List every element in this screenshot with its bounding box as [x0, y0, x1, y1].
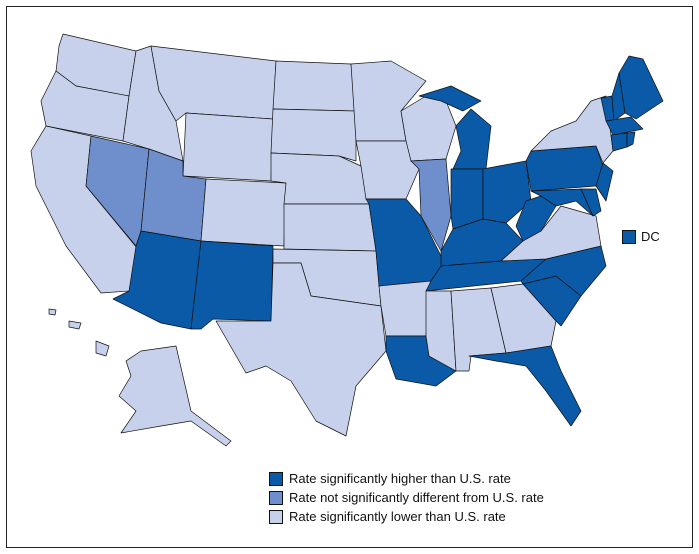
state-fl [468, 345, 582, 427]
state-mi [452, 108, 492, 170]
legend-label: Rate significantly lower than U.S. rate [289, 509, 506, 524]
state-ga [490, 283, 557, 354]
legend-swatch [269, 471, 283, 486]
dc-label: DC [641, 229, 660, 244]
legend-label: Rate not significantly different from U.… [289, 490, 544, 505]
state-ny [530, 95, 614, 164]
state-oh [482, 160, 532, 224]
state-hi-3 [48, 308, 57, 316]
legend-label: Rate significantly higher than U.S. rate [289, 471, 511, 486]
state-co [200, 178, 287, 247]
state-de [580, 188, 602, 217]
legend-item-lower: Rate significantly lower than U.S. rate [269, 507, 544, 526]
map-frame: DC Rate significantly higher than U.S. r… [6, 6, 693, 548]
state-me [618, 55, 664, 120]
state-pa [525, 145, 604, 192]
state-va [500, 205, 602, 262]
us-map [30, 33, 664, 447]
state-ms [425, 290, 457, 372]
state-ma [605, 116, 644, 136]
legend-item-higher: Rate significantly higher than U.S. rate [269, 469, 544, 488]
state-ri [626, 131, 636, 148]
state-ak [118, 345, 232, 447]
state-sd [270, 108, 357, 162]
state-ar [378, 280, 432, 337]
state-ct [610, 132, 628, 152]
state-tx [215, 262, 387, 437]
state-nj [595, 162, 614, 202]
state-mi-upper [418, 85, 482, 112]
state-hi [95, 340, 110, 357]
state-mt [150, 45, 277, 122]
dc-swatch [622, 229, 636, 244]
state-ks [283, 203, 377, 252]
state-in [450, 168, 484, 230]
state-hi-2 [68, 320, 82, 330]
legend: Rate significantly higher than U.S. rate… [269, 469, 544, 526]
legend-item-not-different: Rate not significantly different from U.… [269, 488, 544, 507]
state-wi [400, 95, 457, 162]
state-nd [272, 60, 357, 112]
dc-indicator: DC [622, 229, 660, 244]
state-wy [182, 112, 274, 182]
state-nm [190, 240, 274, 330]
legend-swatch [269, 509, 283, 524]
legend-swatch [269, 490, 283, 505]
